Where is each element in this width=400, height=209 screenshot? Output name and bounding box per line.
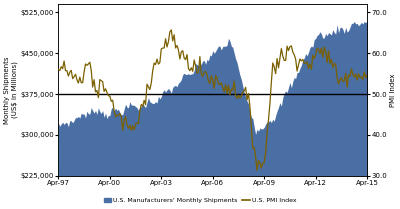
Legend: U.S. Manufacturers' Monthly Shipments, U.S. PMI Index: U.S. Manufacturers' Monthly Shipments, U… [101, 195, 299, 206]
Y-axis label: Monthly Shipments
(US$ in Millions): Monthly Shipments (US$ in Millions) [4, 56, 18, 124]
Y-axis label: PMI Index: PMI Index [390, 73, 396, 107]
